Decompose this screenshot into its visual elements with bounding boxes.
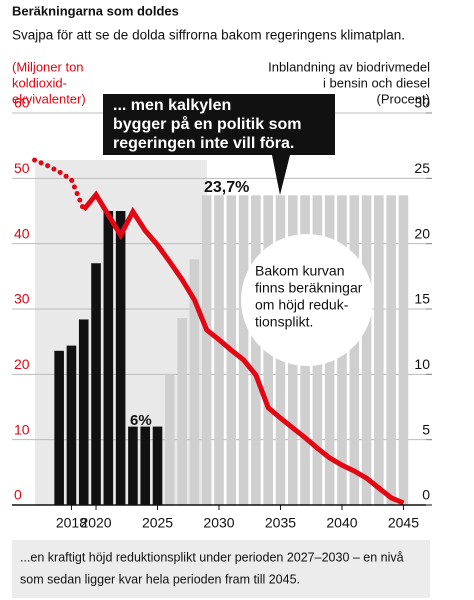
y-label-line: koldioxid-: [12, 75, 67, 90]
callout-line: ... men kalkylen: [113, 97, 231, 114]
value-annotation: 6%: [130, 412, 152, 429]
bar: [214, 195, 224, 505]
line: [81, 190, 405, 506]
y-tick-label: 20: [14, 356, 30, 372]
value-annotation: 23,7%: [204, 179, 249, 196]
chart-title: Beräkningarna som doldes: [12, 3, 179, 18]
bar: [140, 426, 151, 505]
line: [32, 157, 87, 213]
caption-line: som sedan ligger kvar hela perioden fram…: [20, 572, 300, 586]
bar: [54, 350, 64, 505]
circle-line: Bakom kurvan: [255, 263, 344, 279]
y-tick-label: 10: [14, 421, 30, 437]
bar: [251, 195, 261, 505]
bar: [91, 263, 101, 505]
y-tick-label: 50: [14, 160, 30, 176]
caption-box: [12, 540, 430, 598]
y-label-line: ekvivalenter): [12, 91, 86, 106]
y2-label-line: Inblandning av biodrivmedel: [268, 59, 430, 74]
bar: [78, 319, 89, 505]
lines: [32, 157, 405, 506]
bar: [165, 374, 175, 505]
x-tick-label: 2020: [80, 515, 111, 531]
bar: [398, 195, 409, 505]
x-tick-label: 2030: [203, 515, 234, 531]
callout-line: bygger på en politik som: [113, 115, 301, 133]
bar: [386, 195, 396, 505]
caption-line: ...en kraftigt höjd reduktionsplikt unde…: [20, 550, 404, 564]
x-tick-label: 2040: [326, 515, 357, 531]
y2-tick-label: 5: [422, 421, 430, 437]
y-label-line: (Miljoner ton: [12, 59, 84, 74]
y-tick-label: 40: [14, 225, 30, 241]
chart-subtitle: Svajpa för att se de dolda siffrorna bak…: [12, 28, 405, 43]
circle-line: finns beräkningar: [255, 280, 363, 296]
callout-box: [103, 94, 335, 195]
bar: [361, 195, 372, 505]
bar: [201, 195, 212, 505]
y-label: (Miljoner ton koldioxid- ekvivalenter): [12, 59, 86, 106]
y2-tick-label: 30: [414, 95, 430, 111]
y2-tick-label: 25: [414, 160, 430, 176]
callout-line: regeringen inte vill föra.: [113, 135, 294, 152]
y2-tick-label: 10: [414, 356, 430, 372]
bar: [238, 195, 249, 505]
x-tick-label: 2035: [265, 515, 296, 531]
circle-line: tionsplikt.: [255, 314, 313, 330]
bar: [128, 426, 138, 505]
y2-label-line: i bensin och diesel: [323, 75, 430, 90]
bar: [349, 195, 360, 505]
bar: [177, 318, 187, 505]
bar: [103, 211, 114, 505]
note-circle: [241, 234, 373, 366]
y2-tick-label: 20: [414, 225, 430, 241]
bar: [66, 345, 77, 505]
y2-label: Inblandning av biodrivmedel i bensin och…: [268, 59, 430, 106]
bar: [189, 259, 200, 505]
bar: [152, 426, 163, 505]
circle-line: om höjd reduk-: [255, 297, 349, 313]
bar: [115, 211, 126, 505]
x-tick-label: 2018: [56, 515, 87, 531]
y-tick-label: 60: [14, 95, 30, 111]
y-tick-label: 30: [14, 291, 30, 307]
y2-tick-label: 0: [422, 487, 430, 503]
x-tick-label: 2025: [142, 515, 173, 531]
y2-label-line: (Procent): [377, 91, 430, 106]
bar: [374, 195, 384, 505]
y-tick-label: 0: [14, 487, 22, 503]
x-tick-label: 2045: [388, 515, 419, 531]
y2-tick-label: 15: [414, 291, 430, 307]
